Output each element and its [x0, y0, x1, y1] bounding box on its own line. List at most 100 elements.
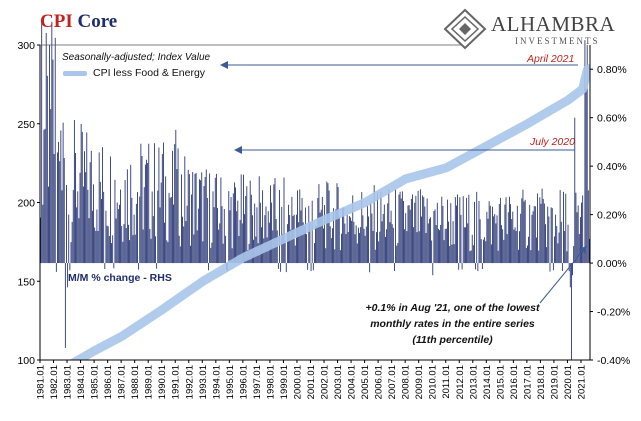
- mm-bar: [310, 263, 312, 272]
- mm-bar: [338, 217, 340, 264]
- left-tick-label: 100: [17, 355, 35, 367]
- mm-bar: [204, 177, 206, 264]
- mm-bar: [329, 226, 331, 264]
- mm-bar: [40, 217, 41, 264]
- mm-bar: [350, 217, 351, 264]
- mm-bar: [177, 148, 179, 264]
- mm-bar: [186, 205, 188, 264]
- mm-bar: [267, 211, 269, 264]
- mm-bar: [481, 263, 483, 270]
- mm-bar: [581, 202, 582, 264]
- mm-bar: [113, 263, 115, 269]
- mm-bar: [564, 230, 566, 264]
- mm-bar: [229, 210, 231, 264]
- right-tick-label: -0.40%: [597, 355, 630, 367]
- mm-bar: [50, 109, 52, 264]
- mm-bar: [133, 214, 135, 264]
- mm-bar: [573, 246, 575, 264]
- mm-bar: [95, 230, 97, 264]
- mm-bar: [52, 59, 54, 264]
- mm-bar: [529, 204, 531, 264]
- legend-label-cpi: CPI less Food & Energy: [93, 67, 206, 79]
- mm-bar: [148, 143, 150, 264]
- mm-bar: [578, 234, 580, 264]
- mm-bar: [342, 208, 344, 264]
- mm-bar: [126, 169, 128, 264]
- mm-bar: [494, 214, 496, 264]
- mm-bar: [147, 163, 149, 264]
- mm-bar: [510, 204, 511, 264]
- mm-bar: [333, 208, 335, 264]
- mm-bar: [104, 263, 106, 270]
- mm-bar: [215, 173, 217, 264]
- mm-bar: [551, 208, 553, 264]
- mm-bar: [57, 152, 58, 264]
- mm-bar: [202, 241, 204, 264]
- mm-bar: [86, 132, 88, 264]
- x-tick-label: 1992.01: [184, 365, 195, 399]
- mm-bar: [98, 152, 100, 264]
- mm-bar: [46, 75, 48, 264]
- mm-bar: [328, 190, 330, 264]
- mm-bar: [231, 248, 233, 264]
- mm-bar: [245, 195, 247, 264]
- mm-bar: [212, 191, 214, 264]
- mm-bar: [178, 235, 180, 264]
- mm-bar: [300, 210, 302, 264]
- mm-bar: [129, 240, 131, 264]
- mm-bar: [524, 199, 526, 264]
- mm-bar: [125, 228, 127, 264]
- mm-bar: [431, 240, 433, 264]
- mm-bar: [58, 141, 60, 264]
- mm-bar: [159, 207, 161, 264]
- x-tick-label: 1990.01: [157, 365, 168, 399]
- mm-bar: [410, 198, 412, 264]
- mm-bar: [414, 202, 416, 264]
- mm-bar: [146, 159, 147, 264]
- mm-bar: [314, 243, 315, 264]
- mm-bar: [258, 176, 260, 264]
- mm-bar: [476, 191, 478, 264]
- mm-bar: [370, 202, 372, 264]
- mm-bar: [486, 211, 488, 264]
- mm-bar: [176, 169, 178, 264]
- mm-bar: [469, 251, 471, 264]
- right-tick-label: 0.20%: [597, 210, 627, 222]
- mm-bar: [394, 263, 395, 271]
- x-tick-label: 1981.01: [36, 365, 47, 399]
- mm-bar: [443, 240, 445, 264]
- x-tick-label: 2010.01: [428, 365, 439, 399]
- x-tick-label: 2014.01: [482, 365, 493, 399]
- mm-bar: [96, 209, 98, 264]
- logo-mark-icon: [443, 8, 487, 50]
- x-tick-label: 1993.01: [198, 365, 209, 399]
- mm-bar: [563, 191, 564, 264]
- x-tick-label: 1987.01: [117, 365, 128, 399]
- mm-bar: [478, 200, 480, 264]
- mm-bar: [434, 209, 436, 264]
- mm-bar: [456, 205, 457, 264]
- mm-bar: [334, 249, 336, 264]
- mm-bar: [528, 236, 529, 264]
- mm-bar: [114, 179, 116, 264]
- x-tick-label: 2011.01: [441, 365, 452, 399]
- mm-bar: [200, 180, 202, 264]
- mm-bar: [265, 206, 267, 264]
- mm-bar: [243, 174, 244, 264]
- title-part2: Core: [77, 11, 118, 32]
- x-tick-label: 1989.01: [144, 365, 155, 399]
- mm-bar: [42, 204, 44, 264]
- mm-bar: [418, 231, 420, 264]
- mm-bar: [337, 187, 339, 264]
- mm-bar: [442, 205, 444, 264]
- mm-bar: [465, 227, 466, 264]
- mm-bar: [356, 243, 358, 264]
- mm-bar: [417, 190, 419, 264]
- x-tick-label: 1995.01: [225, 365, 236, 399]
- mm-bar: [460, 214, 462, 264]
- mm-bar: [59, 161, 61, 264]
- mm-bar: [122, 241, 124, 264]
- mm-bar: [237, 200, 239, 264]
- mm-bar: [99, 181, 101, 264]
